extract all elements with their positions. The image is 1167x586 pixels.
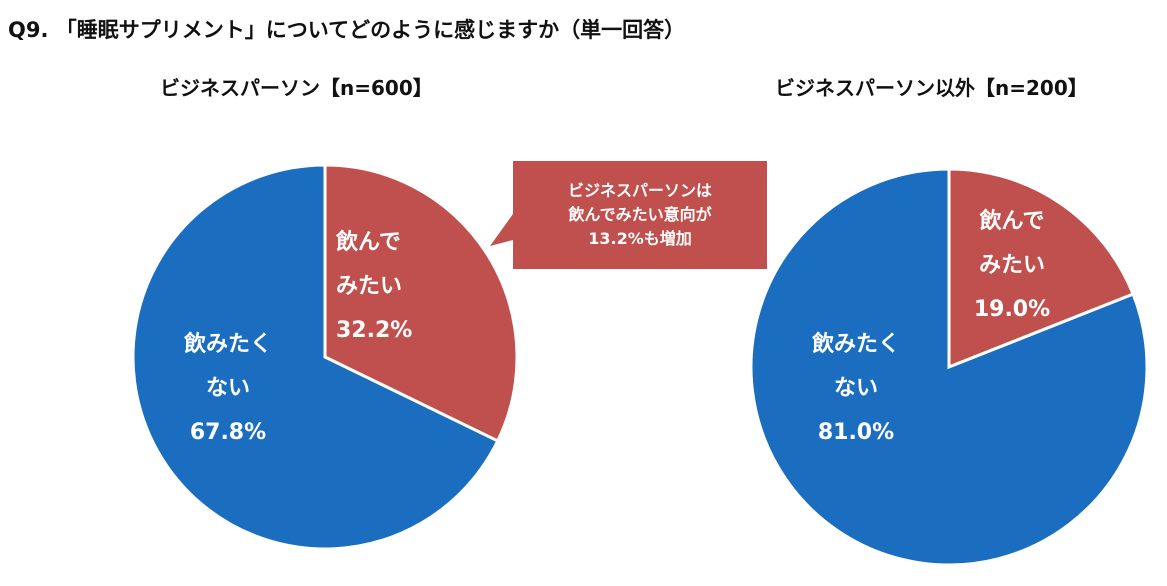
slice-value-label: 81.0% (817, 420, 895, 445)
slice-label-line: 飲んで (336, 230, 401, 255)
pie-slice-business-want-to-drink (323, 163, 519, 443)
slice-label-line: ない (833, 376, 878, 401)
pie-slice-non-business-want-to-drink (947, 167, 1136, 370)
callout-line-1: ビジネスパーソンは (567, 181, 712, 200)
slice-value-label: 19.0% (973, 297, 1051, 322)
slice-label-line: ない (205, 376, 250, 401)
slice-label-line: 飲んで (979, 209, 1045, 234)
slice-label-line: 飲みたく (183, 332, 272, 357)
slice-label-line: みたい (978, 253, 1045, 278)
pie-slice-business-do-not-want (131, 163, 500, 551)
slice-label-line: みたい (336, 274, 403, 299)
slice-label-line: 飲みたく (811, 332, 900, 357)
page-title: Q9. 「睡眠サプリメント」についてどのように感じますか（単一回答） (8, 18, 686, 42)
chart-title-non-business: ビジネスパーソン以外【n=200】 (775, 76, 1088, 100)
callout-line-3: 13.2%も増加 (588, 229, 692, 248)
slice-label-right-drink: 飲んで みたい 19.0% (962, 200, 1062, 332)
slice-label-left-nodrink: 飲みたく ない 67.8% (168, 323, 288, 455)
slice-value-label: 32.2% (336, 318, 413, 343)
callout-shape (490, 161, 767, 269)
callout-box: ビジネスパーソンは 飲んでみたい意向が 13.2%も増加 (513, 161, 767, 269)
slice-label-right-nodrink: 飲みたく ない 81.0% (796, 323, 916, 455)
chart-title-business: ビジネスパーソン【n=600】 (160, 76, 433, 100)
callout-line-2: 飲んでみたい意向が (568, 205, 712, 224)
pie-slice-non-business-do-not-want (749, 167, 1149, 567)
slice-label-left-drink: 飲んで みたい 32.2% (336, 221, 412, 353)
slice-value-label: 67.8% (189, 420, 267, 445)
